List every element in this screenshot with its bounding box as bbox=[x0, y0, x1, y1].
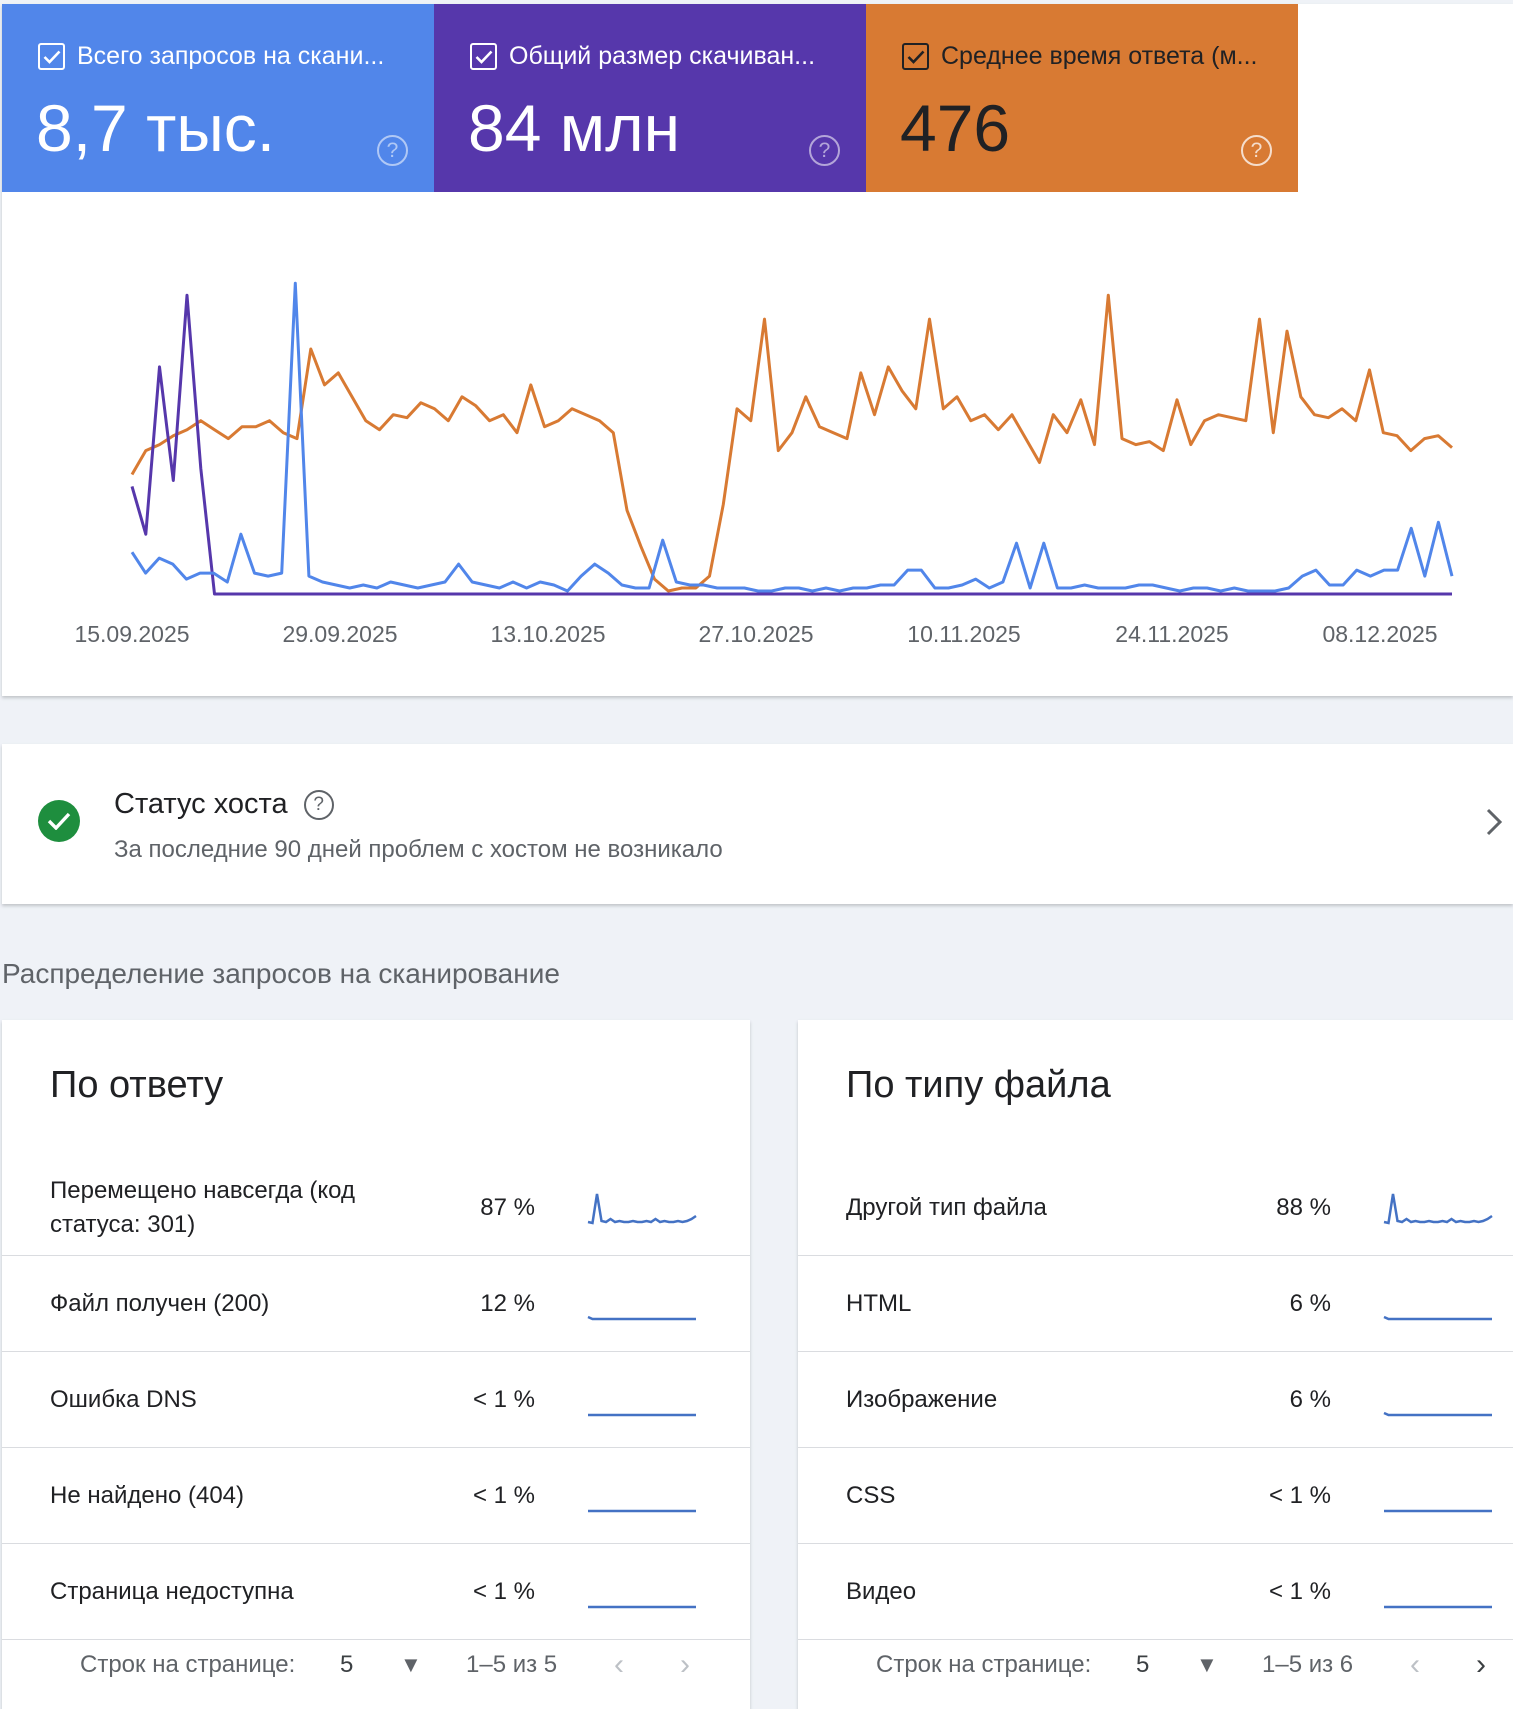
check-circle-icon bbox=[38, 800, 80, 842]
x-tick-label: 24.11.2025 bbox=[1115, 621, 1228, 647]
row-percent: 6 % bbox=[1289, 1385, 1331, 1413]
help-icon[interactable]: ? bbox=[1241, 135, 1272, 166]
next-page-icon[interactable]: › bbox=[680, 1648, 690, 1681]
row-percent: 87 % bbox=[480, 1193, 535, 1221]
panel-title: По типу файла bbox=[846, 1064, 1111, 1106]
rows-per-page-label: Строк на странице: bbox=[876, 1651, 1092, 1678]
sparkline-line bbox=[587, 1193, 697, 1225]
sparkline bbox=[1383, 1193, 1493, 1225]
table-row[interactable]: Другой тип файла 88 % bbox=[798, 1160, 1513, 1256]
panel-title: По ответу bbox=[50, 1064, 224, 1106]
metric-download-size[interactable]: Общий размер скачиван... 84 млн ? bbox=[434, 4, 866, 192]
sparkline bbox=[1383, 1411, 1492, 1417]
sparkline bbox=[587, 1315, 696, 1321]
pager: Строк на странице: 5 ▼ 1–5 из 5 ‹ › bbox=[2, 1640, 750, 1690]
row-label: Ошибка DNS bbox=[50, 1385, 197, 1413]
metric-title: Всего запросов на скани... bbox=[77, 42, 385, 70]
row-label: CSS bbox=[846, 1481, 896, 1509]
x-tick-label: 10.11.2025 bbox=[907, 621, 1020, 647]
row-label: HTML bbox=[846, 1289, 912, 1317]
x-tick-label: 08.12.2025 bbox=[1322, 621, 1437, 647]
table-row[interactable]: Изображение 6 % bbox=[798, 1352, 1513, 1448]
host-status-card[interactable]: Статус хоста ? За последние 90 дней проб… bbox=[2, 744, 1513, 904]
table-row[interactable]: CSS < 1 % bbox=[798, 1448, 1513, 1544]
series-line-0 bbox=[130, 293, 1453, 593]
file-type-table: Другой тип файла 88 % HTML 6 % Изображение 6 … bbox=[798, 1160, 1513, 1640]
distribution-title: Распределение запросов на сканирование bbox=[2, 958, 560, 989]
host-status-subtitle: За последние 90 дней проблем с хостом не… bbox=[114, 836, 723, 863]
sparkline bbox=[1384, 1605, 1492, 1609]
prev-page-icon[interactable]: ‹ bbox=[614, 1648, 624, 1681]
chevron-right-icon[interactable] bbox=[1485, 804, 1503, 846]
prev-page-icon[interactable]: ‹ bbox=[1410, 1648, 1420, 1681]
checkbox-icon[interactable] bbox=[470, 43, 497, 70]
help-icon[interactable]: ? bbox=[809, 135, 840, 166]
sparkline-line bbox=[1383, 1315, 1492, 1321]
x-tick-label: 29.09.2025 bbox=[282, 621, 397, 647]
rows-per-page-label: Строк на странице: bbox=[80, 1651, 296, 1678]
metric-value: 84 млн bbox=[468, 91, 681, 165]
metric-title: Среднее время ответа (м... bbox=[941, 42, 1258, 70]
sparkline bbox=[588, 1605, 696, 1609]
table-row[interactable]: Не найдено (404) < 1 % bbox=[2, 1448, 750, 1544]
help-icon[interactable]: ? bbox=[377, 135, 408, 166]
row-percent: < 1 % bbox=[472, 1481, 535, 1509]
sparkline bbox=[1384, 1509, 1492, 1513]
sparkline bbox=[588, 1509, 696, 1513]
metric-total-requests[interactable]: Всего запросов на скани... 8,7 тыс. ? bbox=[2, 4, 434, 192]
metric-response-time[interactable]: Среднее время ответа (м... 476 ? bbox=[866, 4, 1298, 192]
response-table: Перемещено навсегда (код статуса: 301) 87… bbox=[2, 1160, 750, 1640]
x-tick-label: 13.10.2025 bbox=[490, 621, 605, 647]
x-tick-label: 15.09.2025 bbox=[74, 621, 189, 647]
host-status-title: Статус хоста bbox=[114, 788, 288, 820]
dropdown-arrow-icon[interactable]: ▼ bbox=[400, 1652, 422, 1677]
pager: Строк на странице: 5 ▼ 1–5 из 6 ‹ › bbox=[798, 1640, 1513, 1690]
row-label: Не найдено (404) bbox=[50, 1481, 245, 1509]
row-label: Другой тип файла bbox=[846, 1193, 1047, 1221]
sparkline bbox=[1383, 1315, 1492, 1321]
series-line-2 bbox=[130, 281, 1454, 593]
sparkline bbox=[588, 1413, 696, 1417]
table-row[interactable]: Видео < 1 % bbox=[798, 1544, 1513, 1640]
table-row[interactable]: Ошибка DNS < 1 % bbox=[2, 1352, 750, 1448]
next-page-icon[interactable]: › bbox=[1476, 1648, 1486, 1681]
row-label: Страница недоступна bbox=[50, 1577, 294, 1605]
metric-title: Общий размер скачиван... bbox=[509, 42, 816, 70]
row-percent: < 1 % bbox=[472, 1385, 535, 1413]
row-percent: 88 % bbox=[1276, 1193, 1331, 1221]
series-line-1 bbox=[130, 293, 1452, 596]
row-percent: < 1 % bbox=[1268, 1577, 1331, 1605]
sparkline-line bbox=[1383, 1411, 1492, 1417]
page-range: 1–5 из 5 bbox=[466, 1651, 558, 1678]
sparkline-line bbox=[1383, 1193, 1493, 1225]
checkbox-icon[interactable] bbox=[38, 43, 65, 70]
row-percent: < 1 % bbox=[1268, 1481, 1331, 1509]
page-range: 1–5 из 6 bbox=[1262, 1651, 1354, 1678]
row-label: Изображение bbox=[846, 1385, 998, 1413]
sparkline-line bbox=[587, 1315, 696, 1321]
row-label: Файл получен (200) bbox=[50, 1289, 270, 1317]
checkbox-icon[interactable] bbox=[902, 43, 929, 70]
sparkline bbox=[587, 1193, 697, 1225]
by-file-type-panel: По типу файла Другой тип файла 88 % HTML 6 … bbox=[798, 1020, 1513, 1709]
rows-per-page-value[interactable]: 5 bbox=[340, 1651, 354, 1678]
row-percent: < 1 % bbox=[472, 1577, 535, 1605]
rows-per-page-value[interactable]: 5 bbox=[1136, 1651, 1150, 1678]
metric-value: 8,7 тыс. bbox=[36, 91, 276, 165]
row-percent: 6 % bbox=[1289, 1289, 1331, 1317]
by-response-panel: По ответу Перемещено навсегда (код стату… bbox=[2, 1020, 750, 1709]
dropdown-arrow-icon[interactable]: ▼ bbox=[1196, 1652, 1218, 1677]
row-percent: 12 % bbox=[480, 1289, 535, 1317]
table-row[interactable]: Перемещено навсегда (код статуса: 301) 87… bbox=[2, 1160, 750, 1256]
metric-value: 476 bbox=[900, 91, 1011, 165]
crawl-stats-chart: 15.09.2025 29.09.2025 13.10.2025 27.10.2025… bbox=[74, 281, 1454, 647]
table-row[interactable]: Файл получен (200) 12 % bbox=[2, 1256, 750, 1352]
table-row[interactable]: Страница недоступна < 1 % bbox=[2, 1544, 750, 1640]
row-label: Видео bbox=[846, 1577, 917, 1605]
table-row[interactable]: HTML 6 % bbox=[798, 1256, 1513, 1352]
row-label: Перемещено навсегда (код статуса: 301) bbox=[50, 1176, 355, 1238]
x-tick-label: 27.10.2025 bbox=[698, 621, 813, 647]
help-icon[interactable]: ? bbox=[303, 789, 334, 820]
